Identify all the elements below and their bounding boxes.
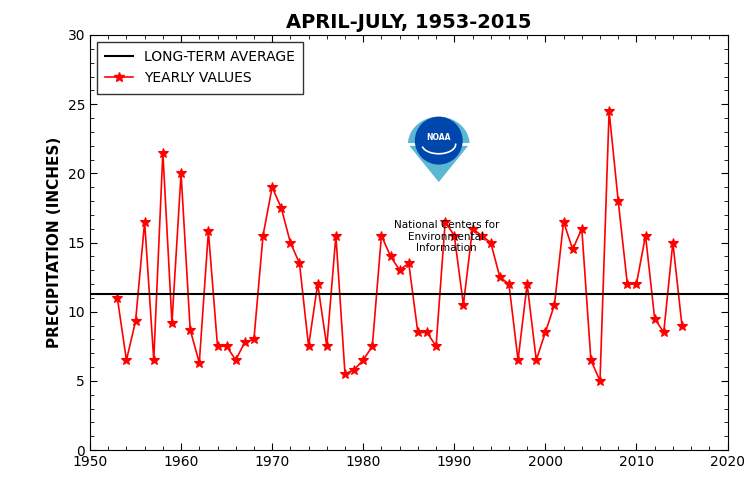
Y-axis label: PRECIPITATION (INCHES): PRECIPITATION (INCHES) [47, 137, 62, 348]
Circle shape [416, 118, 462, 164]
Polygon shape [406, 116, 471, 184]
Text: National Centers for
Environmental
Information: National Centers for Environmental Infor… [394, 220, 499, 253]
Legend: LONG-TERM AVERAGE, YEARLY VALUES: LONG-TERM AVERAGE, YEARLY VALUES [97, 42, 303, 94]
Title: APRIL-JULY, 1953-2015: APRIL-JULY, 1953-2015 [286, 13, 532, 32]
Text: NOAA: NOAA [427, 134, 451, 142]
